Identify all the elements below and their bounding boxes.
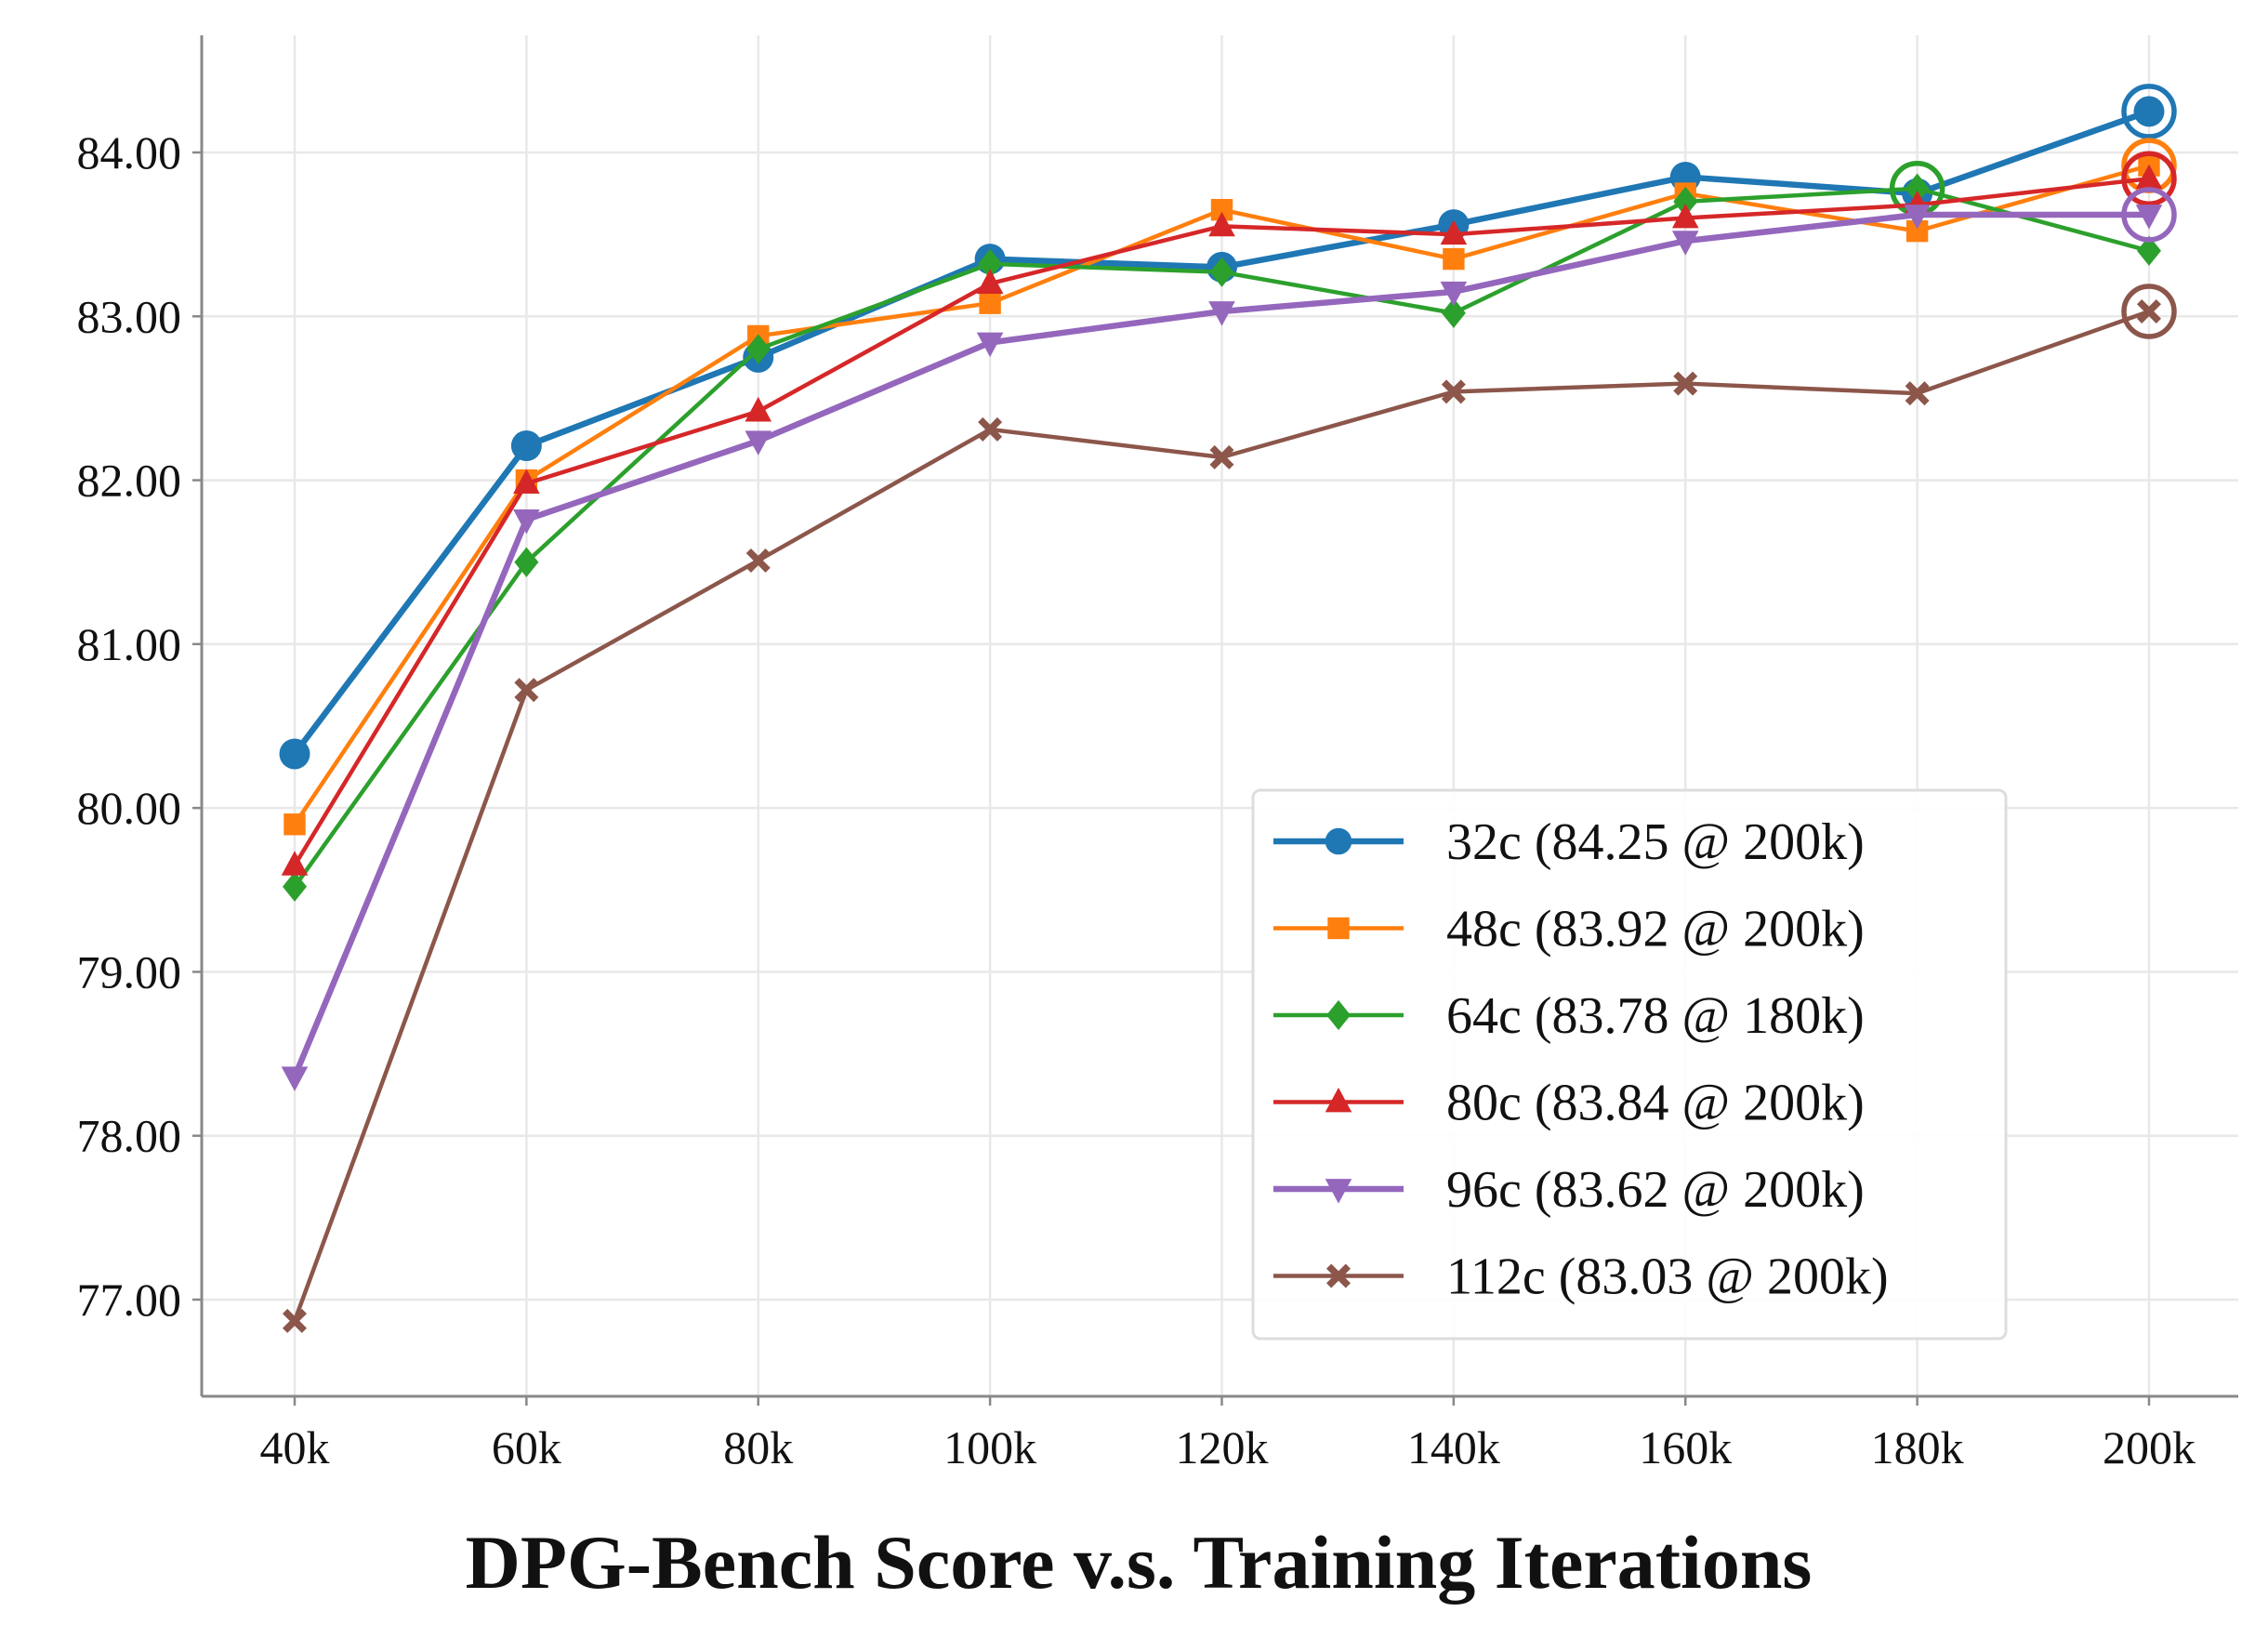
data-point-112c (1209, 444, 1234, 469)
legend-marker-112c (1326, 1263, 1351, 1288)
y-tick-label: 79.00 (77, 945, 182, 997)
series-112c (283, 284, 2177, 1333)
y-tick-label: 77.00 (77, 1274, 182, 1326)
data-point-96c (513, 509, 540, 535)
ticks-layer: 77.00 78.00 79.00 80.00 81.00 82.00 83.00 84.00… (77, 126, 2196, 1473)
legend-marker-48c (1327, 917, 1350, 940)
series-96c (281, 187, 2177, 1091)
data-point-112c (283, 1308, 307, 1333)
data-point-80c (976, 269, 1004, 294)
data-point-48c (1210, 199, 1233, 221)
data-point-80c (281, 851, 309, 876)
data-point-64c (2137, 235, 2161, 266)
data-point-80c (513, 469, 540, 495)
legend-label-32c: 32c (84.25 @ 200k) (1446, 813, 1865, 871)
y-tick-label: 82.00 (77, 455, 182, 507)
best-point-ring-32c (2121, 84, 2177, 139)
chart-title: DPG-Bench Score v.s. Training Iterations (466, 1520, 1813, 1605)
data-point-64c (514, 547, 539, 577)
y-tick-label: 84.00 (77, 126, 182, 178)
data-point-64c (1673, 186, 1698, 218)
legend-marker-80c (1325, 1087, 1352, 1113)
x-tick-label: 140k (1407, 1421, 1500, 1473)
data-point-80c (745, 396, 772, 422)
legend-label-112c: 112c (83.03 @ 200k) (1446, 1248, 1889, 1306)
data-point-112c (978, 416, 1003, 442)
legend-label-64c: 64c (83.78 @ 180k) (1446, 987, 1865, 1045)
legend-label-48c: 48c (83.92 @ 200k) (1446, 901, 1865, 958)
data-point-64c (745, 334, 771, 364)
data-point-96c (1904, 205, 1931, 230)
series-80c (281, 151, 2177, 876)
best-point-ring-112c (2121, 284, 2177, 339)
data-point-64c (283, 871, 307, 902)
data-point-64c (1209, 257, 1234, 287)
data-point-112c (745, 548, 771, 573)
data-point-112c (1441, 379, 1466, 404)
legend-label-80c: 80c (83.84 @ 200k) (1446, 1075, 1865, 1132)
data-point-32c (2133, 96, 2165, 127)
data-point-96c (1440, 281, 1468, 307)
x-tick-label: 40k (260, 1421, 330, 1473)
series-48c (284, 138, 2177, 836)
data-point-32c (279, 738, 310, 770)
data-point-48c (1443, 247, 1465, 271)
legend-marker-32c (1325, 827, 1352, 855)
x-tick-label: 60k (492, 1421, 561, 1473)
best-point-ring-96c (2121, 187, 2177, 243)
data-point-96c (1208, 301, 1235, 326)
data-point-96c (745, 430, 772, 456)
data-point-112c (514, 678, 539, 703)
data-point-64c (1441, 297, 1466, 328)
data-point-112c (1673, 371, 1698, 396)
data-point-80c (1208, 211, 1235, 237)
data-point-96c (976, 332, 1004, 358)
data-point-32c (510, 430, 542, 462)
x-tick-label: 120k (1176, 1421, 1269, 1473)
y-tick-label: 80.00 (77, 782, 182, 834)
data-point-96c (281, 1066, 309, 1091)
data-point-112c (2137, 298, 2161, 324)
axes-layer (200, 35, 2238, 1398)
legend-marker-96c (1325, 1179, 1352, 1204)
y-tick-label: 81.00 (77, 618, 182, 670)
data-point-64c (978, 248, 1003, 279)
x-tick-label: 160k (1639, 1421, 1732, 1473)
data-point-112c (1905, 381, 1930, 406)
series-layer (279, 84, 2177, 1333)
data-point-96c (2135, 205, 2163, 230)
legend-marker-64c (1326, 999, 1351, 1031)
data-point-80c (2135, 164, 2163, 190)
x-tick-label: 80k (723, 1421, 793, 1473)
data-point-48c (284, 813, 306, 836)
y-tick-label: 78.00 (77, 1110, 182, 1162)
data-point-80c (1440, 219, 1468, 245)
x-tick-label: 180k (1871, 1421, 1964, 1473)
legend: 32c (84.25 @ 200k) 48c (83.92 @ 200k) 64c … (1251, 788, 2008, 1341)
x-tick-label: 100k (943, 1421, 1036, 1473)
best-point-ring-80c (2121, 151, 2177, 206)
data-point-64c (1905, 173, 1930, 204)
legend-label-96c: 96c (83.62 @ 200k) (1446, 1161, 1865, 1219)
data-point-48c (1905, 219, 1929, 243)
data-point-80c (1671, 203, 1699, 229)
data-point-96c (1671, 231, 1699, 256)
y-tick-label: 83.00 (77, 290, 182, 342)
x-tick-label: 200k (2103, 1421, 2195, 1473)
data-point-48c (979, 292, 1001, 314)
legend-box (1251, 788, 2008, 1341)
